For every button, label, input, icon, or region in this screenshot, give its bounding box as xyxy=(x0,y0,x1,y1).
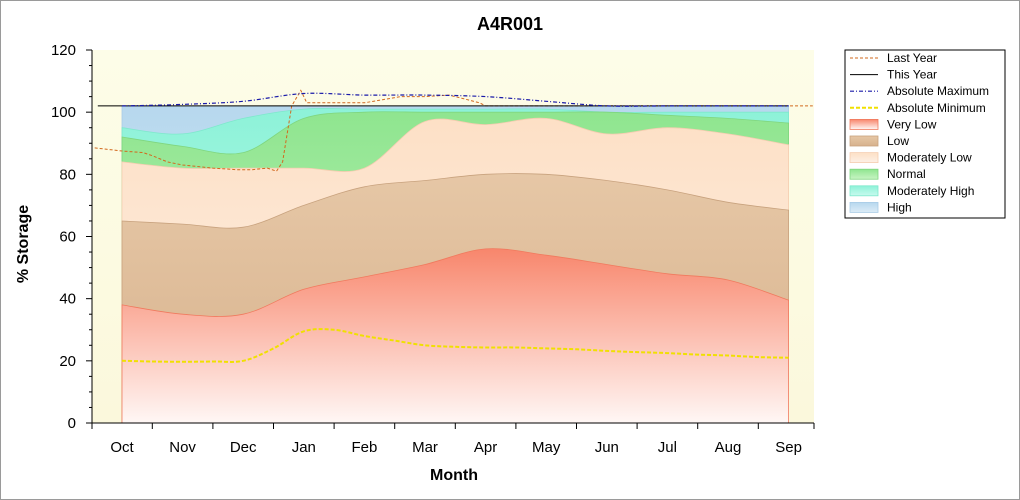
x-tick-label: May xyxy=(532,439,561,456)
x-ticks: Oct Nov Dec Jan Feb Mar Apr May Jun Jul Aug Sep xyxy=(91,423,815,456)
series-last-year xyxy=(94,89,813,172)
x-tick-label: Dec xyxy=(230,439,257,456)
y-ticks: 0 20 40 60 80 100 120 xyxy=(51,42,92,432)
x-tick-label: Apr xyxy=(474,439,497,456)
legend-label-absolute-maximum: Absolute Maximum xyxy=(887,84,989,98)
y-tick-label: 60 xyxy=(59,229,76,246)
x-tick-label: Mar xyxy=(412,439,438,456)
y-tick-label: 80 xyxy=(59,166,76,183)
x-tick-label: Sep xyxy=(775,439,802,456)
y-tick-label: 120 xyxy=(51,42,76,59)
x-axis-label: Month xyxy=(430,467,478,484)
x-tick-label: Jan xyxy=(292,439,316,456)
legend-swatch-moderately-low xyxy=(849,152,879,164)
legend: Last Year This Year Absolute Maximum Absolu… xyxy=(844,49,1006,219)
legend-label-this-year: This Year xyxy=(887,68,937,82)
y-tick-label: 20 xyxy=(59,353,76,370)
y-tick-label: 100 xyxy=(51,104,76,121)
x-tick-label: Jun xyxy=(595,439,619,456)
legend-label-absolute-minimum: Absolute Minimum xyxy=(887,101,986,115)
legend-swatch-low xyxy=(849,135,879,147)
legend-label-normal: Normal xyxy=(887,167,926,181)
legend-swatch-very-low xyxy=(849,119,879,130)
y-axis-label: % Storage xyxy=(15,205,32,283)
legend-swatch-high xyxy=(849,201,879,213)
x-tick-label: Feb xyxy=(351,439,377,456)
x-tick-label: Aug xyxy=(715,439,742,456)
legend-label-moderately-high: Moderately High xyxy=(887,184,974,198)
chart-title: A4R001 xyxy=(477,14,543,34)
legend-swatch-moderately-high xyxy=(849,185,879,197)
legend-swatch-normal xyxy=(849,168,879,180)
series-lines xyxy=(94,89,813,363)
band-very-low xyxy=(121,248,789,424)
x-tick-label: Jul xyxy=(658,439,677,456)
legend-label-last-year: Last Year xyxy=(887,51,937,65)
legend-label-very-low: Very Low xyxy=(887,117,937,131)
y-tick-label: 40 xyxy=(59,291,76,308)
band-areas xyxy=(121,105,789,424)
x-tick-label: Nov xyxy=(169,439,196,456)
series-absolute-minimum xyxy=(121,328,789,363)
legend-label-moderately-low: Moderately Low xyxy=(887,151,972,165)
series-absolute-maximum xyxy=(121,92,789,107)
legend-label-low: Low xyxy=(887,134,909,148)
x-tick-label: Oct xyxy=(110,439,134,456)
legend-label-high: High xyxy=(887,200,912,214)
y-tick-label: 0 xyxy=(68,415,76,432)
